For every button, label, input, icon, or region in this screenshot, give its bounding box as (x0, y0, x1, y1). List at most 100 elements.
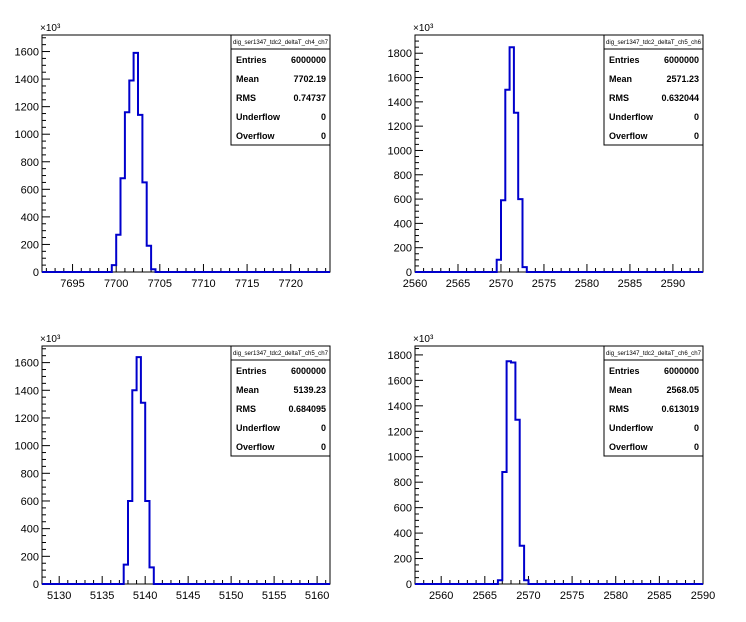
x-tick-label: 2565 (446, 278, 470, 290)
stats-row-value: 0.613019 (661, 404, 699, 414)
x-tick-label: 2585 (618, 278, 642, 290)
histogram-line (42, 51, 330, 273)
stats-row-label: RMS (609, 93, 629, 103)
x-tick-label: 2590 (661, 278, 685, 290)
histogram-bin (116, 235, 120, 272)
y-tick-label: 400 (394, 528, 412, 540)
y-tick-label: 600 (21, 184, 39, 196)
x-tick-label: 5150 (219, 590, 243, 602)
stats-row-label: Overflow (236, 131, 276, 141)
stats-box (230, 345, 331, 457)
stats-row-value: 0 (694, 442, 699, 452)
stats-row-label: Underflow (236, 112, 281, 122)
x-tick-label: 2565 (473, 590, 497, 602)
y-tick-label: 200 (21, 551, 39, 563)
histogram-line (415, 46, 703, 273)
histogram-bin (124, 565, 128, 584)
histogram-bin (128, 501, 132, 584)
histogram-bin (518, 199, 522, 272)
y-tick-label: 200 (394, 554, 412, 566)
y-tick-label: 1400 (15, 74, 39, 86)
histogram-bin (121, 178, 125, 272)
x-tick-label: 7700 (104, 278, 128, 290)
y-tick-label: 800 (21, 468, 39, 480)
y-tick-label: 800 (394, 170, 412, 182)
histogram-bin (147, 246, 151, 272)
x-tick-label: 7720 (278, 278, 302, 290)
stats-row-label: Mean (609, 74, 632, 84)
stats-row-value: 0.632044 (661, 93, 699, 103)
y-tick-label: 1000 (15, 129, 39, 141)
y-tick-label: 800 (21, 157, 39, 169)
histogram-panel: 2560 2565 2570 2575 2580 2585 2590 0 200 400 600 80… (388, 334, 716, 602)
x-tick-label: 5145 (176, 590, 200, 602)
histogram-bin (137, 357, 141, 584)
histogram-line (415, 360, 703, 585)
x-tick-label: 7710 (191, 278, 215, 290)
histogram-bin (149, 567, 153, 584)
y-tick-label: 400 (21, 524, 39, 536)
stats-row-label: Entries (609, 366, 640, 376)
histogram-panel: 7695 7700 7705 7710 7715 7720 0 200 400 600 800 100… (15, 23, 331, 290)
histogram-bin (151, 269, 155, 272)
x-tick-label: 2585 (647, 590, 671, 602)
stats-row-label: Mean (236, 385, 259, 395)
stats-box (603, 345, 704, 457)
stats-box-name: dig_ser1347_tdc2_deltaT_ch5_ch6 (606, 40, 702, 46)
y-tick-label: 600 (394, 503, 412, 515)
histogram-panel: 5130 5135 5140 5145 5150 5155 5160 0 200 400 600 80… (15, 334, 331, 602)
x-tick-label: 2590 (691, 590, 715, 602)
histogram-bin (520, 546, 524, 584)
y-tick-label: 1600 (15, 47, 39, 59)
y-tick-label: 1800 (388, 350, 412, 362)
stats-row-value: 0.684095 (288, 404, 326, 414)
y-tick-label: 0 (33, 579, 39, 591)
histogram-bin (112, 265, 116, 272)
histogram-bin (125, 112, 129, 272)
stats-row-value: 7702.19 (293, 74, 326, 84)
y-tick-label: 1600 (388, 73, 412, 85)
histogram-bin (510, 47, 514, 272)
stats-row-value: 6000000 (664, 55, 699, 65)
stats-row-label: Entries (236, 366, 267, 376)
y-tick-label: 1800 (388, 48, 412, 60)
histogram-bin (514, 113, 518, 272)
y-tick-label: 1600 (15, 358, 39, 370)
stats-row-value: 5139.23 (293, 385, 326, 395)
stats-row-label: Mean (609, 385, 632, 395)
stats-row-value: 0 (321, 131, 326, 141)
stats-row-value: 0 (321, 112, 326, 122)
stats-row-value: 0 (694, 112, 699, 122)
stats-box-name: dig_ser1347_tdc2_deltaT_ch6_ch7 (606, 351, 702, 357)
x-tick-label: 5160 (305, 590, 329, 602)
y-tick-label: 1200 (388, 121, 412, 133)
y-exponent-label: ×10³ (40, 334, 61, 345)
y-exponent-label: ×10³ (413, 334, 434, 345)
y-tick-label: 1000 (388, 452, 412, 464)
histogram-bin (138, 115, 142, 272)
y-tick-label: 600 (21, 496, 39, 508)
y-tick-label: 600 (394, 194, 412, 206)
stats-row-value: 2571.23 (666, 74, 699, 84)
y-tick-label: 1200 (15, 413, 39, 425)
stats-row-label: Entries (236, 55, 267, 65)
stats-row-value: 6000000 (664, 366, 699, 376)
x-tick-label: 2575 (532, 278, 556, 290)
y-tick-label: 1200 (388, 426, 412, 438)
stats-box-name: dig_ser1347_tdc2_deltaT_ch4_ch7 (233, 40, 329, 46)
x-tick-label: 5130 (47, 590, 71, 602)
stats-row-label: RMS (236, 404, 256, 414)
histogram-bin (134, 53, 138, 272)
stats-row-label: Overflow (609, 131, 649, 141)
y-tick-label: 0 (406, 267, 412, 279)
stats-row-label: Underflow (236, 423, 281, 433)
x-tick-label: 5155 (262, 590, 286, 602)
stats-row-value: 0 (694, 423, 699, 433)
y-tick-label: 0 (406, 579, 412, 591)
stats-row-label: Mean (236, 74, 259, 84)
stats-row-value: 0.74737 (293, 93, 326, 103)
histogram-bin (505, 90, 509, 272)
histogram-bin (502, 472, 506, 584)
x-tick-label: 2580 (575, 278, 599, 290)
